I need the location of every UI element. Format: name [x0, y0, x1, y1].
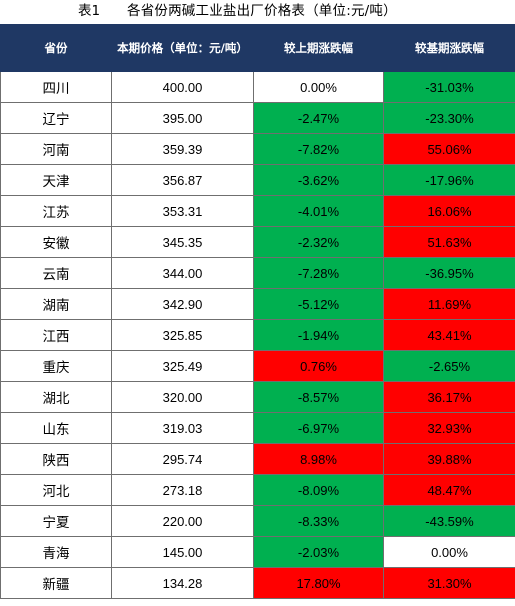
cell-yoy-change: 16.06%: [383, 195, 515, 227]
header-province: 省份: [0, 24, 112, 72]
cell-mom-change: -8.33%: [253, 505, 384, 537]
cell-mom-change: -2.32%: [253, 226, 384, 258]
cell-province: 宁夏: [0, 505, 112, 537]
table-body: 四川 400.00 0.00% -31.03% 辽宁 395.00 -2.47% -23.30…: [0, 71, 515, 599]
header-row: 省份 本期价格（单位：元/吨） 较上期涨跌幅 较基期涨跌幅: [0, 24, 515, 72]
cell-mom-change: -7.82%: [253, 133, 384, 165]
cell-yoy-change: -2.65%: [383, 350, 515, 382]
cell-price: 356.87: [111, 164, 254, 196]
cell-mom-change: -3.62%: [253, 164, 384, 196]
cell-mom-change: 8.98%: [253, 443, 384, 475]
cell-yoy-change: 0.00%: [383, 536, 515, 568]
table-row: 湖南 342.90 -5.12% 11.69%: [0, 288, 515, 320]
cell-province: 四川: [0, 71, 112, 103]
cell-mom-change: -7.28%: [253, 257, 384, 289]
table-row: 陕西 295.74 8.98% 39.88%: [0, 443, 515, 475]
cell-price: 220.00: [111, 505, 254, 537]
cell-mom-change: -8.57%: [253, 381, 384, 413]
cell-price: 395.00: [111, 102, 254, 134]
table-row: 河南 359.39 -7.82% 55.06%: [0, 133, 515, 165]
table-number: 表1: [78, 3, 101, 19]
cell-province: 江西: [0, 319, 112, 351]
cell-yoy-change: 31.30%: [383, 567, 515, 599]
cell-yoy-change: -43.59%: [383, 505, 515, 537]
cell-province: 湖南: [0, 288, 112, 320]
cell-yoy-change: -31.03%: [383, 71, 515, 103]
table-title: 各省份两碱工业盐出厂价格表（单位:元/吨）: [127, 3, 397, 19]
cell-mom-change: 17.80%: [253, 567, 384, 599]
header-price: 本期价格（单位：元/吨）: [111, 24, 254, 72]
cell-yoy-change: 11.69%: [383, 288, 515, 320]
cell-province: 青海: [0, 536, 112, 568]
cell-province: 河南: [0, 133, 112, 165]
cell-mom-change: 0.00%: [253, 71, 384, 103]
cell-price: 320.00: [111, 381, 254, 413]
cell-price: 342.90: [111, 288, 254, 320]
table-row: 江西 325.85 -1.94% 43.41%: [0, 319, 515, 351]
cell-yoy-change: 39.88%: [383, 443, 515, 475]
cell-province: 云南: [0, 257, 112, 289]
cell-price: 345.35: [111, 226, 254, 258]
cell-yoy-change: 51.63%: [383, 226, 515, 258]
cell-mom-change: -6.97%: [253, 412, 384, 444]
table-row: 云南 344.00 -7.28% -36.95%: [0, 257, 515, 289]
header-yoy-change: 较基期涨跌幅: [383, 24, 515, 72]
cell-price: 145.00: [111, 536, 254, 568]
table-row: 宁夏 220.00 -8.33% -43.59%: [0, 505, 515, 537]
cell-mom-change: -5.12%: [253, 288, 384, 320]
table-header: 省份 本期价格（单位：元/吨） 较上期涨跌幅 较基期涨跌幅: [0, 24, 515, 72]
cell-yoy-change: 36.17%: [383, 381, 515, 413]
cell-price: 353.31: [111, 195, 254, 227]
cell-province: 辽宁: [0, 102, 112, 134]
table-row: 江苏 353.31 -4.01% 16.06%: [0, 195, 515, 227]
cell-province: 湖北: [0, 381, 112, 413]
price-table: 省份 本期价格（单位：元/吨） 较上期涨跌幅 较基期涨跌幅 四川 400.00 0.…: [0, 24, 515, 599]
cell-yoy-change: -23.30%: [383, 102, 515, 134]
table-row: 湖北 320.00 -8.57% 36.17%: [0, 381, 515, 413]
cell-price: 319.03: [111, 412, 254, 444]
table-row: 天津 356.87 -3.62% -17.96%: [0, 164, 515, 196]
cell-province: 山东: [0, 412, 112, 444]
cell-province: 天津: [0, 164, 112, 196]
cell-mom-change: -1.94%: [253, 319, 384, 351]
cell-province: 安徽: [0, 226, 112, 258]
table-row: 山东 319.03 -6.97% 32.93%: [0, 412, 515, 444]
table-caption: 表1 各省份两碱工业盐出厂价格表（单位:元/吨）: [0, 0, 515, 24]
cell-province: 江苏: [0, 195, 112, 227]
table-row: 青海 145.00 -2.03% 0.00%: [0, 536, 515, 568]
cell-province: 重庆: [0, 350, 112, 382]
cell-mom-change: -2.47%: [253, 102, 384, 134]
cell-mom-change: -8.09%: [253, 474, 384, 506]
cell-province: 河北: [0, 474, 112, 506]
cell-price: 325.49: [111, 350, 254, 382]
cell-price: 344.00: [111, 257, 254, 289]
cell-yoy-change: -17.96%: [383, 164, 515, 196]
cell-province: 新疆: [0, 567, 112, 599]
table-row: 重庆 325.49 0.76% -2.65%: [0, 350, 515, 382]
cell-yoy-change: 32.93%: [383, 412, 515, 444]
cell-yoy-change: 55.06%: [383, 133, 515, 165]
cell-mom-change: 0.76%: [253, 350, 384, 382]
table-row: 河北 273.18 -8.09% 48.47%: [0, 474, 515, 506]
cell-price: 295.74: [111, 443, 254, 475]
cell-yoy-change: 48.47%: [383, 474, 515, 506]
cell-yoy-change: -36.95%: [383, 257, 515, 289]
cell-mom-change: -4.01%: [253, 195, 384, 227]
table-row: 新疆 134.28 17.80% 31.30%: [0, 567, 515, 599]
table-row: 安徽 345.35 -2.32% 51.63%: [0, 226, 515, 258]
cell-price: 359.39: [111, 133, 254, 165]
cell-price: 325.85: [111, 319, 254, 351]
cell-yoy-change: 43.41%: [383, 319, 515, 351]
header-mom-change: 较上期涨跌幅: [253, 24, 384, 72]
cell-price: 400.00: [111, 71, 254, 103]
cell-mom-change: -2.03%: [253, 536, 384, 568]
cell-province: 陕西: [0, 443, 112, 475]
cell-price: 134.28: [111, 567, 254, 599]
table-row: 四川 400.00 0.00% -31.03%: [0, 71, 515, 103]
table-row: 辽宁 395.00 -2.47% -23.30%: [0, 102, 515, 134]
cell-price: 273.18: [111, 474, 254, 506]
